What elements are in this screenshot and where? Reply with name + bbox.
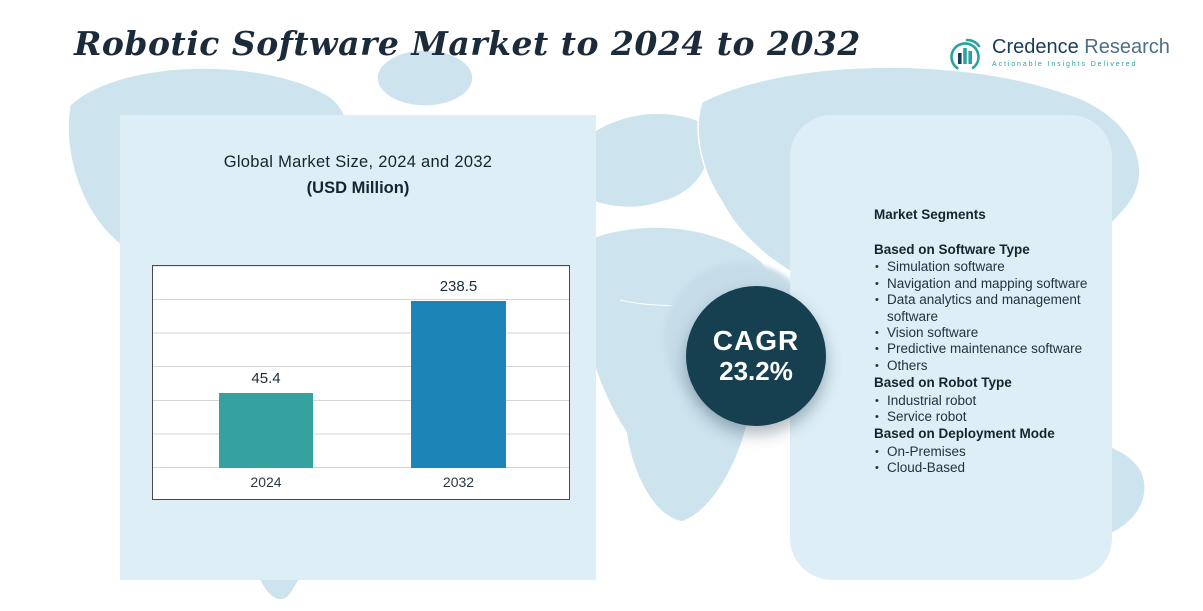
- bar-value: 238.5: [439, 278, 478, 295]
- brand-logo: Credence Research Actionable Insights De…: [946, 36, 1170, 76]
- x-axis-label: 2032: [442, 474, 475, 490]
- segment-list: Industrial robot Service robot: [874, 393, 1092, 426]
- page-title: Robotic Software Market to 2024 to 2032: [74, 24, 861, 63]
- segment-group-deployment-mode: Based on Deployment Mode On-Premises Clo…: [874, 426, 1092, 477]
- x-axis: 2024 2032: [153, 468, 569, 499]
- segment-list: On-Premises Cloud-Based: [874, 444, 1092, 477]
- segment-item: Data analytics and management software: [874, 292, 1092, 325]
- brand-name-research: Research: [1084, 36, 1170, 58]
- cagr-badge: CAGR 23.2%: [686, 286, 826, 426]
- chart-panel: Global Market Size, 2024 and 2032 (USD M…: [120, 115, 596, 580]
- segment-group-title: Based on Deployment Mode: [874, 426, 1055, 442]
- chart-title: Global Market Size, 2024 and 2032: [223, 153, 493, 171]
- segment-list: Simulation software Navigation and mappi…: [874, 259, 1092, 374]
- brand-text: Credence Research Actionable Insights De…: [992, 36, 1170, 68]
- bar-chart: 45.4 238.5 2024 2032: [152, 265, 570, 500]
- brand-name-credence: Credence: [992, 36, 1079, 58]
- segment-item: Predictive maintenance software: [874, 341, 1092, 358]
- segment-group-software-type: Based on Software Type Simulation softwa…: [874, 242, 1092, 375]
- segment-item: Industrial robot: [874, 393, 1092, 410]
- segment-group-robot-type: Based on Robot Type Industrial robot Ser…: [874, 375, 1092, 426]
- segment-item: Service robot: [874, 409, 1092, 426]
- segment-item: Others: [874, 358, 1092, 375]
- brand-name: Credence Research: [992, 36, 1170, 58]
- credence-logo-icon: [950, 38, 981, 72]
- bar-group: 45.4: [219, 370, 313, 468]
- cagr-value: 23.2%: [719, 356, 793, 386]
- chart-subtitle: (USD Million): [306, 179, 410, 197]
- segment-item: On-Premises: [874, 444, 1092, 461]
- segments-panel: Market Segments Based on Software Type S…: [790, 115, 1112, 580]
- bar-value: 45.4: [251, 370, 281, 387]
- segment-group-title: Based on Software Type: [874, 242, 1030, 257]
- segment-item: Cloud-Based: [874, 460, 1092, 477]
- cagr-label: CAGR: [712, 325, 800, 356]
- brand-tagline: Actionable Insights Delivered: [992, 61, 1138, 68]
- segment-group-title: Based on Robot Type: [874, 375, 1012, 391]
- chart-plot-area: 45.4 238.5: [153, 266, 569, 468]
- bar-group: 238.5: [411, 278, 506, 468]
- bar: [411, 301, 506, 468]
- x-axis-label: 2024: [250, 474, 282, 490]
- segment-item: Vision software: [874, 325, 1092, 342]
- map-greenland: [376, 49, 474, 107]
- bar: [219, 393, 313, 468]
- segment-item: Simulation software: [874, 259, 1092, 276]
- segments-heading: Market Segments: [874, 207, 986, 222]
- segment-item: Navigation and mapping software: [874, 276, 1092, 293]
